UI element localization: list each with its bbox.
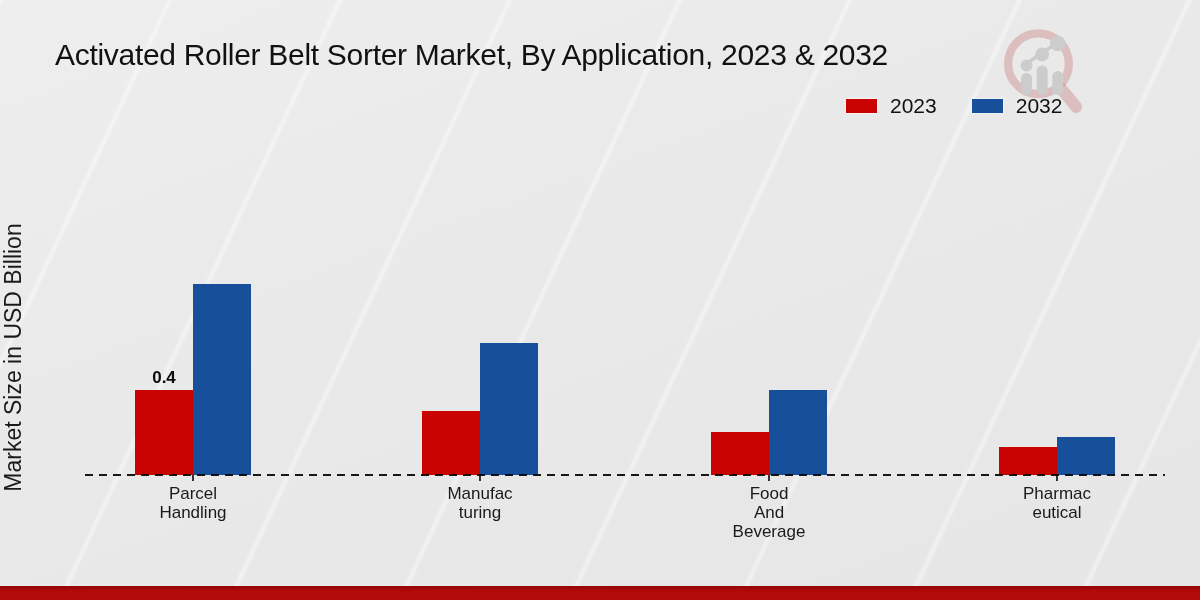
legend-swatch-2023 (845, 98, 878, 114)
footer-accent-strip (0, 586, 1200, 600)
bar-2023-manufacturing (422, 411, 480, 475)
chart-legend: 2023 2032 (845, 94, 1062, 118)
bar-2032-manufacturing (480, 343, 538, 475)
x-axis-label-parcel-handling: ParcelHandling (103, 484, 283, 522)
x-axis-label-line: Parcel (103, 484, 283, 503)
x-axis-label-line: Handling (103, 503, 283, 522)
bar-2023-food-and-beverage (711, 432, 769, 475)
x-axis-label-line: Pharmac (967, 484, 1147, 503)
x-axis-baseline (85, 474, 1165, 476)
x-axis-label-line: Food (679, 484, 859, 503)
legend-item-2023: 2023 (845, 94, 937, 118)
data-label-2023-parcel-handling: 0.4 (124, 368, 204, 388)
y-axis-title: Market Size in USD Billion (0, 208, 27, 508)
x-axis-label-line: Beverage (679, 522, 859, 541)
x-axis-label-line: eutical (967, 503, 1147, 522)
x-axis-label-food-and-beverage: FoodAndBeverage (679, 484, 859, 541)
bar-2032-pharmaceutical (1057, 437, 1115, 475)
bar-2023-parcel-handling (135, 390, 193, 475)
legend-label-2032: 2032 (1016, 94, 1063, 118)
x-axis-label-line: And (679, 503, 859, 522)
chart-canvas: Activated Roller Belt Sorter Market, By … (0, 0, 1200, 600)
x-axis-label-line: Manufac (390, 484, 570, 503)
bar-2023-pharmaceutical (999, 447, 1057, 475)
legend-swatch-2032 (971, 98, 1004, 114)
legend-item-2032: 2032 (971, 94, 1063, 118)
x-axis-label-line: turing (390, 503, 570, 522)
bar-2032-food-and-beverage (769, 390, 827, 475)
plot-area: ParcelHandling Manufacturing FoodAndBevera… (0, 0, 1200, 600)
legend-label-2023: 2023 (890, 94, 937, 118)
chart-title: Activated Roller Belt Sorter Market, By … (55, 38, 888, 72)
x-axis-label-manufacturing: Manufacturing (390, 484, 570, 522)
x-axis-label-pharmaceutical: Pharmaceutical (967, 484, 1147, 522)
